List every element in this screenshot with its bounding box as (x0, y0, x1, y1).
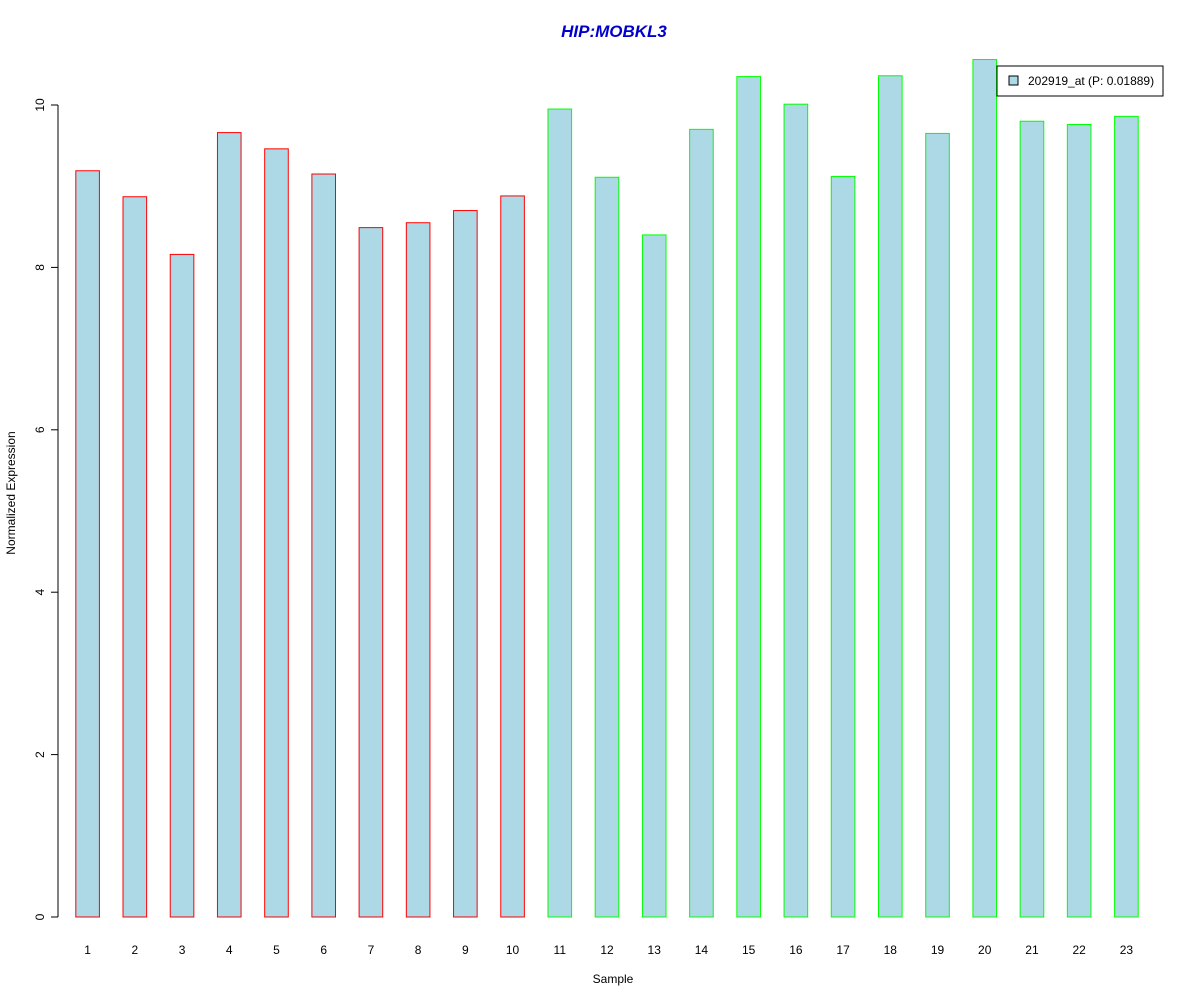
x-axis-title: Sample (593, 972, 634, 986)
bar-sample-15 (736, 76, 761, 918)
x-tick-label: 8 (415, 943, 422, 957)
bar-sample-9 (453, 210, 478, 918)
x-tick-label: 18 (884, 943, 898, 957)
x-tick-label: 17 (836, 943, 850, 957)
x-tick-label: 1 (84, 943, 91, 957)
legend-swatch (1008, 75, 1019, 86)
y-tick-label: 6 (33, 426, 47, 433)
bar-sample-10 (500, 195, 525, 918)
bar-sample-11 (547, 108, 573, 918)
x-tick-label: 4 (226, 943, 233, 957)
x-tick-label: 11 (554, 943, 567, 957)
y-tick-label: 8 (33, 264, 47, 271)
bar-sample-4 (216, 132, 242, 918)
bar-sample-8 (405, 222, 431, 918)
bar-sample-20 (972, 59, 998, 918)
y-axis: 0 2 4 6 8 10 (33, 98, 59, 920)
x-tick-label: 3 (179, 943, 186, 957)
x-tick-label: 20 (978, 943, 992, 957)
y-tick-label: 10 (33, 98, 47, 112)
x-tick-label: 10 (506, 943, 520, 957)
bar-sample-3 (169, 253, 195, 918)
x-tick-label: 19 (931, 943, 945, 957)
bar-sample-1 (75, 170, 100, 918)
x-tick-label: 7 (368, 943, 375, 957)
y-tick-label: 2 (33, 751, 47, 758)
x-tick-label: 12 (600, 943, 614, 957)
x-tick-label: 2 (131, 943, 138, 957)
y-axis-title: Normalized Expression (4, 431, 18, 554)
x-tick-label: 6 (320, 943, 327, 957)
bar-sample-21 (1019, 120, 1045, 918)
x-tick-label: 16 (789, 943, 803, 957)
legend-label: 202919_at (P: 0.01889) (1028, 74, 1154, 88)
bars (75, 59, 1139, 918)
bar-sample-14 (689, 128, 714, 918)
bar-sample-13 (641, 234, 667, 918)
bar-sample-17 (830, 175, 856, 918)
x-tick-label: 23 (1120, 943, 1134, 957)
bar-sample-16 (783, 103, 809, 918)
bar-sample-19 (925, 132, 950, 918)
bar-sample-7 (358, 227, 384, 918)
y-tick-label: 0 (33, 913, 47, 920)
x-tick-labels: 1 2 3 4 5 6 7 8 9 10 11 12 13 14 15 16 17 18 19 20 21 22 23 (84, 943, 1133, 957)
y-tick-label: 4 (33, 589, 47, 596)
x-tick-label: 13 (648, 943, 662, 957)
bar-sample-18 (878, 75, 903, 918)
x-tick-label: 21 (1025, 943, 1039, 957)
bar-sample-22 (1066, 123, 1092, 918)
x-tick-label: 15 (742, 943, 756, 957)
bar-sample-5 (264, 148, 289, 918)
bar-sample-6 (311, 173, 336, 918)
x-tick-label: 9 (462, 943, 469, 957)
bar-sample-12 (594, 176, 620, 918)
legend-box (996, 65, 1164, 97)
x-tick-label: 14 (695, 943, 709, 957)
x-tick-label: 5 (273, 943, 280, 957)
x-tick-label: 22 (1072, 943, 1086, 957)
chart-title: HIP:MOBKL3 (561, 22, 667, 41)
bar-sample-23 (1114, 115, 1139, 918)
bar-sample-2 (122, 196, 148, 918)
legend: 202919_at (P: 0.01889) (996, 65, 1164, 97)
